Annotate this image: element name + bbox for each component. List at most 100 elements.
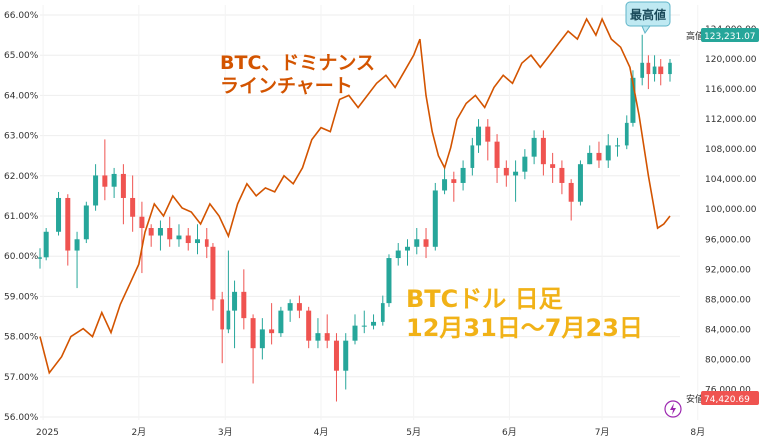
candle-body <box>83 205 89 240</box>
candle-body <box>550 164 556 168</box>
candle-body <box>587 152 593 165</box>
candle-body <box>380 303 385 322</box>
candle-body <box>220 299 225 330</box>
left-tick-label: 60.00% <box>4 252 39 262</box>
candle-body <box>371 321 377 326</box>
candle-body <box>432 190 438 247</box>
candle-body <box>157 228 163 236</box>
candle-body <box>414 239 420 247</box>
x-axis: 2025 2月 3月 4月 5月 6月 7月 8月 <box>36 427 705 438</box>
candle-body <box>287 303 293 311</box>
candle-body <box>540 137 546 165</box>
left-tick-label: 65.00% <box>4 51 39 61</box>
lightning-icon[interactable] <box>664 400 682 418</box>
candle-body <box>460 167 466 183</box>
right-tick-label: 76,000.00 <box>705 385 751 395</box>
candle-body <box>176 235 182 240</box>
high-tag-label: 高値 <box>686 30 704 42</box>
x-tick-label: 3月 <box>218 427 233 438</box>
low-tag-box <box>701 391 759 405</box>
candle-body <box>333 340 339 371</box>
candle-body <box>130 197 136 217</box>
candle-body <box>646 62 651 75</box>
right-axis: 124,000.00120,000.00116,000.00112,000.00… <box>705 25 757 395</box>
candle-body <box>43 231 49 258</box>
left-axis: 66.00% 65.00% 64.00% 63.00% 62.00% 61.00% 60.0… <box>4 11 39 423</box>
candle-body <box>652 66 657 75</box>
price-candles <box>38 34 672 402</box>
left-tick-label: 64.00% <box>4 91 39 101</box>
candle-body <box>531 137 537 157</box>
right-tick-label: 92,000.00 <box>705 265 751 275</box>
candle-body <box>485 126 491 142</box>
dominance-annotation-line1: BTC、ドミナンス <box>220 52 375 74</box>
left-tick-label: 59.00% <box>4 292 39 302</box>
candle-body <box>451 179 457 183</box>
candle-body <box>315 333 321 341</box>
candle-body <box>195 239 200 244</box>
candle-body <box>395 250 401 259</box>
right-tick-label: 112,000.00 <box>705 115 757 125</box>
right-tick-label: 116,000.00 <box>705 85 757 95</box>
candle-body <box>306 310 312 341</box>
right-tick-label: 80,000.00 <box>705 355 751 365</box>
right-tick-label: 96,000.00 <box>705 235 751 245</box>
candle-body <box>148 228 154 236</box>
right-tick-label: 108,000.00 <box>705 145 757 155</box>
x-tick-label: 6月 <box>502 427 517 438</box>
candle-body <box>503 167 509 176</box>
candle-body <box>596 152 602 161</box>
candle-body <box>624 122 629 146</box>
candle-body <box>423 239 429 247</box>
right-tick-label: 104,000.00 <box>705 175 757 185</box>
candle-body <box>250 318 256 349</box>
x-tick-label: 8月 <box>690 427 705 438</box>
candle-body <box>577 164 583 202</box>
candle-body <box>668 62 672 75</box>
left-tick-label: 63.00% <box>4 132 39 142</box>
high-tag-value: 123,231.07 <box>704 32 756 42</box>
low-tag-label: 安値 <box>686 393 704 405</box>
right-tick-label: 88,000.00 <box>705 295 751 305</box>
right-tick-label: 84,000.00 <box>705 325 751 335</box>
candle-body <box>494 141 500 168</box>
dominance-line <box>39 16 671 375</box>
left-tick-label: 58.00% <box>4 333 39 343</box>
price-annotation-line2: 12月31日〜7月23日 <box>406 314 643 342</box>
candle-body <box>658 66 664 75</box>
x-tick-label: 2月 <box>131 427 146 438</box>
left-tick-label: 61.00% <box>4 212 39 222</box>
left-tick-label: 66.00% <box>4 11 39 21</box>
price-annotation-line1: BTCドル 日足 <box>406 285 563 313</box>
candle-body <box>74 239 80 251</box>
candle-body <box>210 246 216 300</box>
candle-body <box>476 126 482 146</box>
candle-body <box>405 246 410 251</box>
dominance-annotation-line2: ラインチャート <box>220 75 353 97</box>
candle-body <box>111 173 117 187</box>
candle-body <box>167 228 173 240</box>
x-tick-label: 2025 <box>36 428 59 438</box>
right-tick-label: 100,000.00 <box>705 205 757 215</box>
candle-body <box>204 239 209 247</box>
candle-body <box>120 173 126 198</box>
candle-body <box>226 310 231 330</box>
peak-callout: 最高値 <box>625 1 671 35</box>
candle-body <box>139 216 145 229</box>
right-tick-label: 120,000.00 <box>705 55 757 65</box>
candle-body <box>630 77 636 123</box>
peak-callout-text: 最高値 <box>630 7 666 22</box>
candle-body <box>269 329 275 334</box>
candle-body <box>470 145 475 168</box>
left-tick-label: 56.00% <box>4 413 39 423</box>
candle-body <box>361 325 367 327</box>
candle-body <box>568 182 574 202</box>
high-tag-box <box>701 28 759 42</box>
candle-body <box>513 171 519 176</box>
candle-body <box>65 197 71 251</box>
candle-body <box>352 325 358 341</box>
left-tick-label: 57.00% <box>4 373 39 383</box>
candle-body <box>343 340 349 371</box>
grid <box>40 5 699 420</box>
